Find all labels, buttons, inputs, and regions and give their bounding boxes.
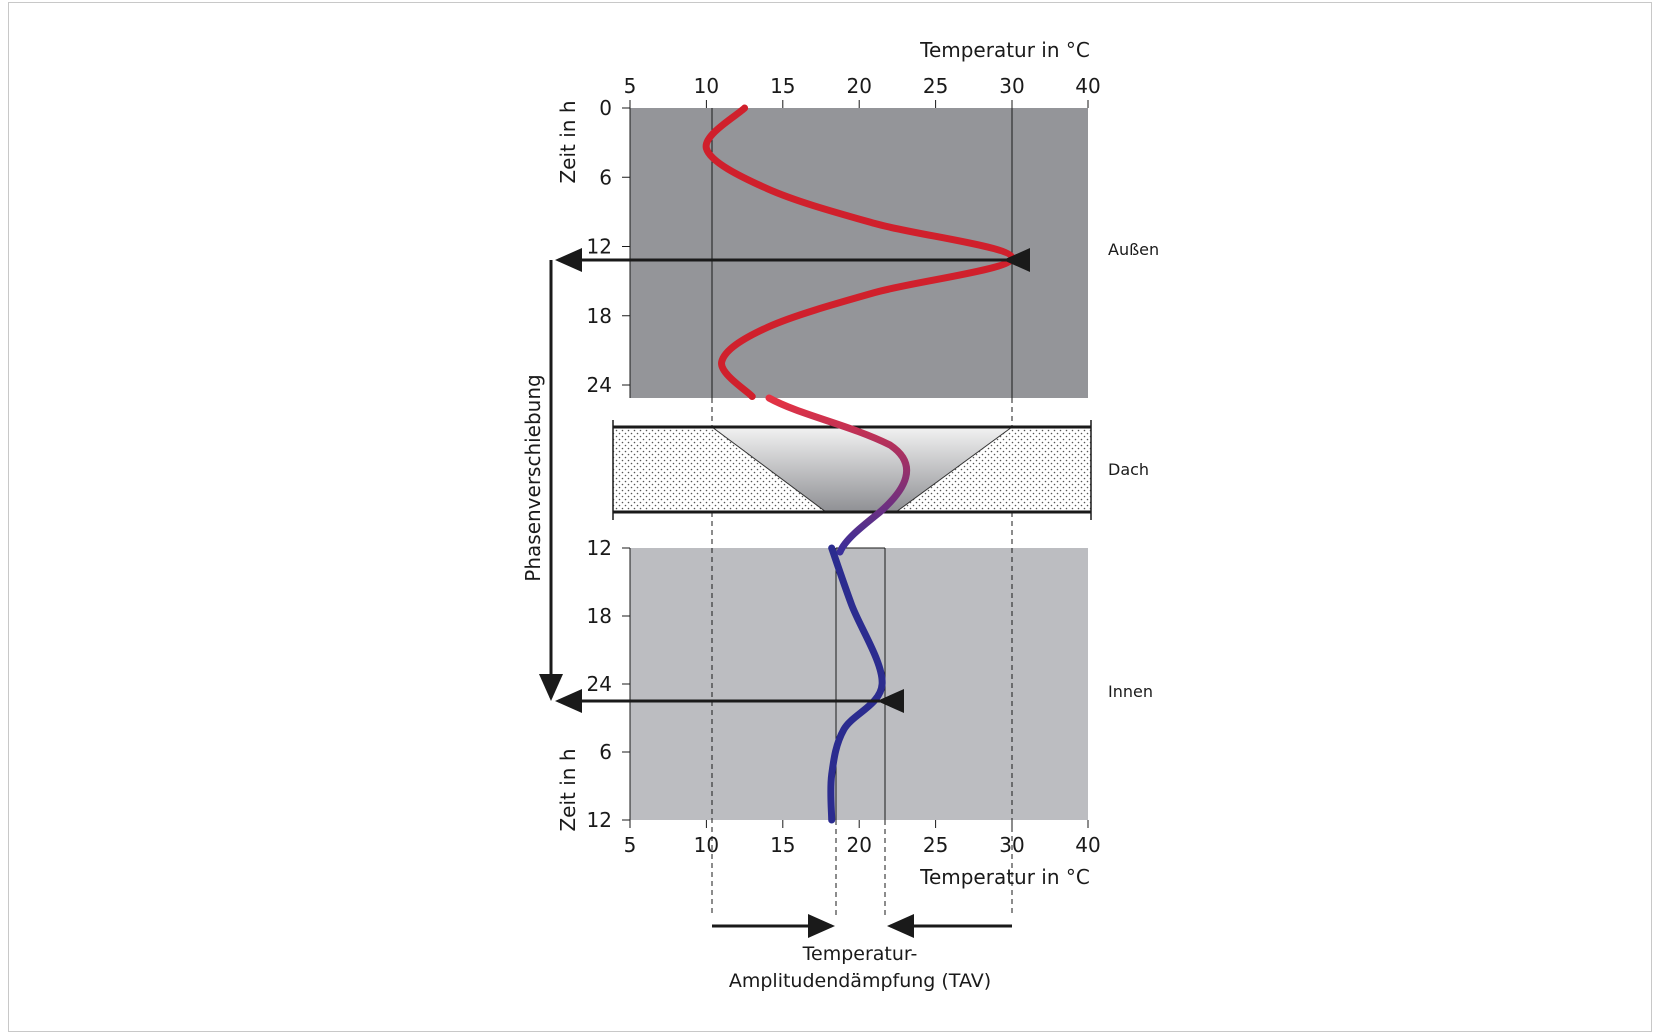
bottom-time-tick-label: 18 bbox=[587, 604, 612, 628]
bottom-axis-title: Temperatur in °C bbox=[919, 865, 1090, 889]
bottom-x-tick-label: 30 bbox=[999, 833, 1024, 857]
top-x-tick-label: 30 bbox=[999, 74, 1024, 98]
phase-shift-label: Phasenverschiebung bbox=[521, 374, 545, 581]
zone-label-roof: Dach bbox=[1108, 460, 1149, 479]
top-x-tick-label: 40 bbox=[1075, 74, 1100, 98]
bottom-time-axis-title: Zeit in h bbox=[556, 748, 580, 831]
bottom-time-tick-label: 12 bbox=[587, 808, 612, 832]
series-line-roof-transition bbox=[765, 394, 911, 556]
bottom-x-tick-label: 20 bbox=[846, 833, 871, 857]
top-time-tick-label: 18 bbox=[587, 304, 612, 328]
top-axis-title: Temperatur in °C bbox=[919, 38, 1090, 62]
top-time-tick-label: 0 bbox=[599, 96, 612, 120]
tav-label-line1: Temperatur- bbox=[802, 943, 918, 965]
zone-label-inside: Innen bbox=[1108, 682, 1153, 701]
bottom-x-tick-label: 25 bbox=[923, 833, 948, 857]
top-time-tick-label: 6 bbox=[599, 165, 612, 189]
top-x-tick-label: 15 bbox=[770, 74, 795, 98]
bottom-time-tick-label: 12 bbox=[587, 536, 612, 560]
bottom-x-tick-label: 10 bbox=[694, 833, 719, 857]
tav-label-line2: Amplitudendämpfung (TAV) bbox=[729, 970, 991, 992]
figure-frame bbox=[8, 2, 1652, 1032]
top-x-tick-label: 25 bbox=[923, 74, 948, 98]
bottom-x-ticks: 5 10 15 20 25 30 40 bbox=[624, 820, 1101, 857]
top-time-axis-title: Zeit in h bbox=[556, 100, 580, 183]
bottom-time-tick-label: 6 bbox=[599, 740, 612, 764]
bottom-x-tick-label: 15 bbox=[770, 833, 795, 857]
bottom-x-tick-label: 5 bbox=[624, 833, 637, 857]
top-time-tick-label: 24 bbox=[587, 373, 612, 397]
top-x-tick-label: 20 bbox=[846, 74, 871, 98]
top-x-tick-label: 5 bbox=[624, 74, 637, 98]
zone-label-outside: Außen bbox=[1108, 240, 1159, 259]
top-x-ticks: 5 10 15 20 25 30 40 bbox=[624, 74, 1101, 108]
bottom-x-tick-label: 40 bbox=[1075, 833, 1100, 857]
top-x-tick-label: 10 bbox=[694, 74, 719, 98]
